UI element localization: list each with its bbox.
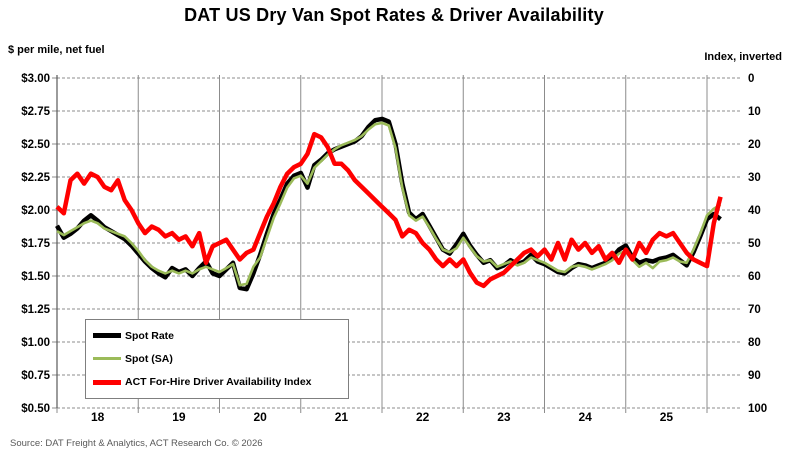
right-axis-tick-label: 0 <box>748 73 754 85</box>
legend: Spot Rate Spot (SA) ACT For-Hire Driver … <box>85 319 349 399</box>
legend-label-spot-sa: Spot (SA) <box>125 352 173 365</box>
right-axis-tick-label: 10 <box>748 106 761 118</box>
left-axis-tick-label: $1.25 <box>21 304 50 316</box>
source-note: Source: DAT Freight & Analytics, ACT Res… <box>10 438 263 449</box>
right-axis-tick-label: 90 <box>748 370 761 382</box>
right-axis-tick-label: 60 <box>748 271 761 283</box>
left-axis-tick-label: $1.50 <box>21 271 50 283</box>
chart-title: DAT US Dry Van Spot Rates & Driver Avail… <box>184 5 604 25</box>
x-axis-year-label: 23 <box>497 410 511 424</box>
legend-label-spot-rate: Spot Rate <box>125 329 175 342</box>
right-axis-tick-label: 50 <box>748 238 761 250</box>
legend-swatch-driver-availability <box>93 379 121 385</box>
legend-item-spot-rate: Spot Rate <box>93 330 344 342</box>
x-axis-year-label: 18 <box>91 410 105 424</box>
legend-swatch-spot-rate <box>93 333 121 339</box>
left-axis-tick-label: $0.75 <box>21 370 50 382</box>
left-axis-tick-label: $1.75 <box>21 238 50 250</box>
x-axis-year-label: 21 <box>335 410 349 424</box>
right-axis-tick-label: 30 <box>748 172 761 184</box>
legend-item-spot-sa: Spot (SA) <box>93 353 344 365</box>
left-axis-tick-label: $1.00 <box>21 337 50 349</box>
legend-item-driver-availability: ACT For-Hire Driver Availability Index <box>93 376 344 388</box>
x-axis-year-label: 24 <box>578 410 592 424</box>
right-axis-unit-label: Index, inverted <box>704 51 782 63</box>
left-axis-tick-label: $0.50 <box>21 403 50 415</box>
left-axis-unit-label: $ per mile, net fuel <box>8 44 105 56</box>
right-axis-tick-label: 100 <box>748 403 767 415</box>
x-axis-year-label: 19 <box>172 410 186 424</box>
left-axis-tick-label: $2.00 <box>21 205 50 217</box>
left-axis-tick-label: $2.25 <box>21 172 50 184</box>
x-axis-year-label: 20 <box>253 410 267 424</box>
series-spot-rate <box>55 116 722 292</box>
legend-swatch-spot-sa <box>93 357 121 361</box>
right-axis-tick-label: 40 <box>748 205 761 217</box>
right-axis-tick-label: 70 <box>748 304 761 316</box>
right-axis-tick-label: 20 <box>748 139 761 151</box>
x-axis-year-label: 22 <box>416 410 430 424</box>
legend-label-driver-availability: ACT For-Hire Driver Availability Index <box>125 376 312 389</box>
left-axis-tick-label: $2.50 <box>21 139 50 151</box>
series-spot-sa <box>56 121 722 287</box>
series-act-driver-availability <box>55 131 723 289</box>
x-axis-year-label: 25 <box>660 410 674 424</box>
right-axis-tick-label: 80 <box>748 337 761 349</box>
left-axis-tick-label: $3.00 <box>21 73 50 85</box>
left-axis-tick-label: $2.75 <box>21 106 50 118</box>
